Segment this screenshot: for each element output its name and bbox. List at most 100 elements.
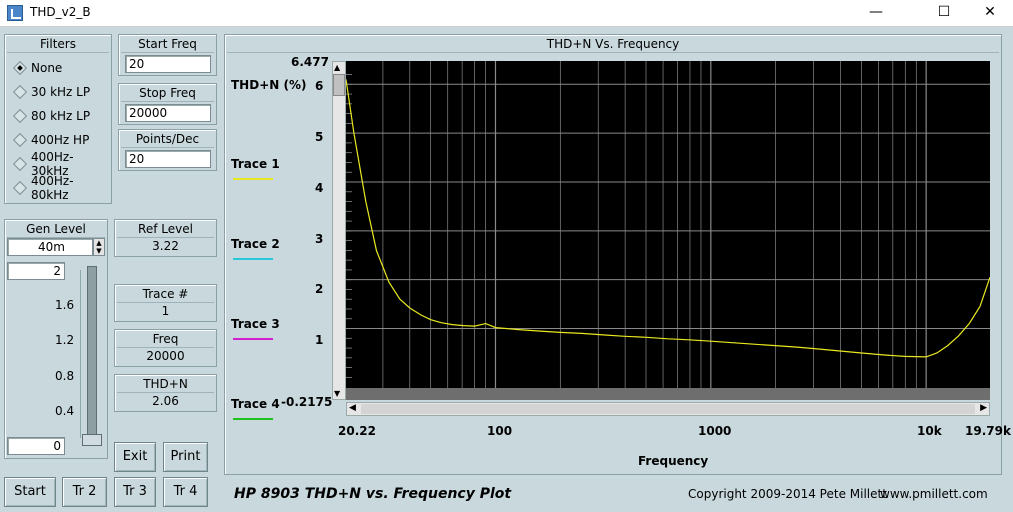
plot-vertical-scrollbar[interactable]: ▲ ▼ [332,61,346,400]
trace-3-swatch [233,338,273,340]
points-dec-input[interactable]: 20 [125,150,211,168]
filter-option-30khz-lp[interactable]: 30 kHz LP [12,84,91,100]
filter-option-label: 400Hz-80kHz [30,174,74,202]
minimize-button[interactable]: — [869,4,883,20]
trace-1-line [345,79,991,358]
y-tick-label: 6.477 [291,55,329,69]
scroll-right-icon[interactable]: ▶ [980,403,987,413]
plot-title: THD+N Vs. Frequency [227,37,999,53]
slider-ticks [80,270,85,438]
start-freq-panel: Start Freq 20 [118,34,217,76]
slider-max-field[interactable]: 2 [7,262,65,280]
radio-icon [12,84,28,100]
y-tick-label: 1 [315,333,324,347]
filters-panel: Filters None 30 kHz LP 80 kHz LP 400Hz H… [4,34,112,204]
filter-option-label: None [31,61,63,75]
y-tick-label: 3 [315,232,324,246]
freq-panel: Freq 20000 [114,329,217,367]
y-tick-label: 6 [315,79,324,93]
trace-4-label: Trace 4 [231,397,280,411]
trace-num-value: 1 [161,304,170,318]
ref-level-panel: Ref Level 3.22 [114,219,217,257]
slider-min-field[interactable]: 0 [7,437,65,455]
slider-scale-1-2: 1.2 [55,333,75,347]
tr2-button[interactable]: Tr 2 [62,477,107,507]
plot-footer-title: HP 8903 THD+N vs. Frequency Plot [234,486,512,502]
gen-level-slider-thumb[interactable] [82,434,102,446]
tr3-button[interactable]: Tr 3 [114,477,156,507]
slider-scale-0-4: 0.4 [55,404,75,418]
print-button[interactable]: Print [163,442,208,472]
radio-icon [12,108,28,124]
filter-option-label: 30 kHz LP [31,85,91,99]
slider-scale-1-6: 1.6 [55,298,75,312]
website-text: www.pmillett.com [880,487,988,501]
app-icon [7,5,23,21]
filter-option-400hz-80khz[interactable]: 400Hz-80kHz [12,174,111,202]
radio-icon [12,156,28,172]
gen-level-slider-track[interactable] [87,266,97,446]
trace-1-label: Trace 1 [231,157,280,171]
x-tick-label: 19.79k [965,424,1011,438]
y-tick-label: -0.2175 [281,395,333,409]
filter-option-label: 400Hz HP [31,133,90,147]
stop-freq-input[interactable]: 20000 [125,104,211,122]
trace-num-label: Trace # [117,287,214,303]
radio-selected-icon [12,60,28,76]
filter-option-400hz-30khz[interactable]: 400Hz-30kHz [12,150,111,178]
filter-option-400hz-hp[interactable]: 400Hz HP [12,132,90,148]
scroll-up-icon[interactable]: ▲ [334,63,341,72]
x-tick-label: 10k [917,424,942,438]
filter-option-80khz-lp[interactable]: 80 kHz LP [12,108,91,124]
filter-option-none[interactable]: None [12,60,63,76]
ref-level-label: Ref Level [117,222,214,238]
stop-freq-panel: Stop Freq 20000 [118,83,217,125]
gen-level-label: Gen Level [7,222,105,238]
trace-num-panel: Trace # 1 [114,284,217,322]
radio-icon [12,132,28,148]
y-tick-label: 5 [315,130,324,144]
trace-1-swatch [233,178,273,180]
horizontal-scroll-thumb[interactable] [361,404,975,414]
spin-up-icon[interactable]: ▲ [96,239,102,247]
filters-title: Filters [7,37,109,53]
thdn-label: THD+N [117,377,214,393]
freq-label: Freq [117,332,214,348]
stop-freq-label: Stop Freq [121,86,214,102]
y-tick-label: 2 [315,282,324,296]
plot-area [345,61,991,400]
title-bar: THD_v2_B — ☐ ✕ [0,0,1013,27]
thdn-chart [345,61,991,400]
y-tick-label: 4 [315,181,324,195]
gen-level-input[interactable]: 40m [7,238,93,256]
radio-icon [12,180,28,196]
exit-button[interactable]: Exit [114,442,156,472]
points-dec-panel: Points/Dec 20 [118,129,217,171]
thdn-value: 2.06 [152,394,179,408]
trace-3-label: Trace 3 [231,317,280,331]
trace-4-swatch [233,418,273,420]
spin-down-icon[interactable]: ▼ [96,247,102,255]
filter-option-label: 80 kHz LP [31,109,91,123]
x-tick-label: 1000 [698,424,732,438]
maximize-button[interactable]: ☐ [937,4,951,20]
scroll-down-icon[interactable]: ▼ [334,389,341,398]
plot-bottom-band [346,388,990,400]
x-tick-label: 100 [487,424,513,438]
trace-2-swatch [233,258,273,260]
start-freq-input[interactable]: 20 [125,55,211,73]
window-title: THD_v2_B [30,5,91,19]
gen-level-spinner[interactable]: ▲ ▼ [93,238,105,256]
start-freq-label: Start Freq [121,37,214,53]
scroll-left-icon[interactable]: ◀ [349,403,356,413]
start-button[interactable]: Start [4,477,56,507]
x-axis-label: Frequency [638,454,709,468]
points-dec-label: Points/Dec [121,132,214,148]
y-axis-label: THD+N (%) [231,78,307,92]
tr4-button[interactable]: Tr 4 [163,477,208,507]
vertical-scroll-thumb[interactable] [333,74,345,96]
gen-level-panel: Gen Level 40m ▲ ▼ 2 1.6 1.2 0.8 0.4 0 [4,219,108,459]
x-tick-label: 20.22 [338,424,376,438]
close-button[interactable]: ✕ [984,4,996,20]
plot-horizontal-scrollbar[interactable]: ◀ ▶ [346,402,990,416]
